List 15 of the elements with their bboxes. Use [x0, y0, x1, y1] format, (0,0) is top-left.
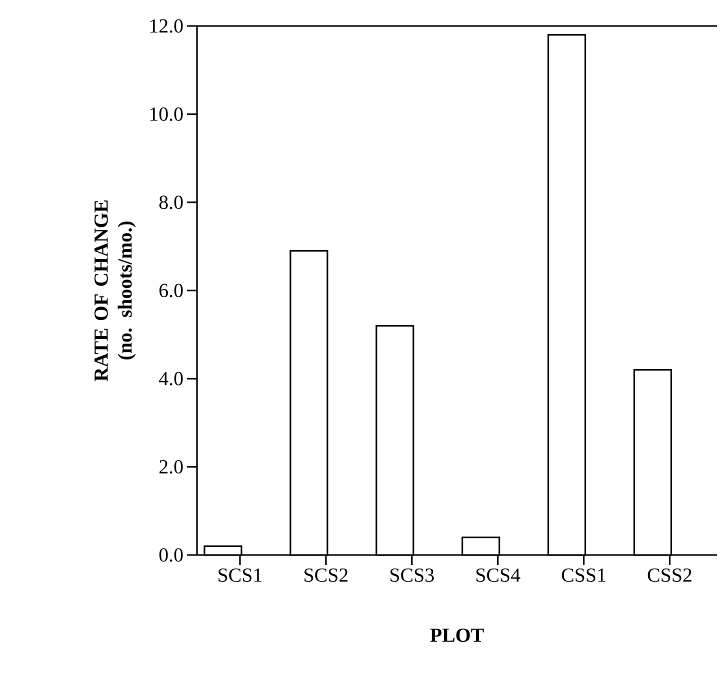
y-tick-label: 6.0 — [159, 284, 183, 298]
x-tick-label: CSS2 — [648, 568, 692, 582]
y-tick-label: 8.0 — [159, 196, 183, 210]
y-tick-label: 0.0 — [159, 548, 183, 562]
y-tick-label: 10.0 — [150, 107, 183, 121]
y-tick-label: 12.0 — [150, 19, 183, 33]
x-tick-label: SCS2 — [304, 568, 348, 582]
x-tick-label: SCS4 — [476, 568, 520, 582]
y-tick-label: 4.0 — [159, 372, 183, 386]
x-tick-label: SCS3 — [390, 568, 434, 582]
x-tick-label: CSS1 — [562, 568, 606, 582]
x-axis-title: PLOT — [430, 628, 484, 642]
y-axis-title: RATE OF CHANGE (no. shoots/mo.) — [94, 200, 136, 382]
x-tick-label: SCS1 — [218, 568, 262, 582]
y-tick-label: 2.0 — [159, 460, 183, 474]
